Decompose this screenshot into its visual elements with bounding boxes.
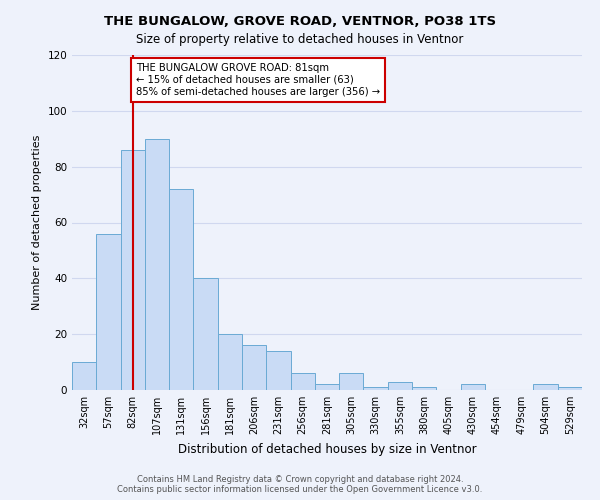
Y-axis label: Number of detached properties: Number of detached properties [32,135,42,310]
Text: Size of property relative to detached houses in Ventnor: Size of property relative to detached ho… [136,32,464,46]
Bar [290,373,315,390]
Bar [169,189,193,390]
Bar [339,373,364,390]
Bar [193,278,218,390]
Text: Contains HM Land Registry data © Crown copyright and database right 2024.
Contai: Contains HM Land Registry data © Crown c… [118,474,482,494]
Bar [242,346,266,390]
Bar [388,382,412,390]
Bar [96,234,121,390]
Bar [533,384,558,390]
Text: THE BUNGALOW GROVE ROAD: 81sqm
← 15% of detached houses are smaller (63)
85% of : THE BUNGALOW GROVE ROAD: 81sqm ← 15% of … [136,64,380,96]
Bar [145,138,169,390]
Bar [461,384,485,390]
Bar [412,387,436,390]
Bar [121,150,145,390]
X-axis label: Distribution of detached houses by size in Ventnor: Distribution of detached houses by size … [178,442,476,456]
Bar [72,362,96,390]
Bar [218,334,242,390]
Bar [266,351,290,390]
Bar [315,384,339,390]
Bar [364,387,388,390]
Bar [558,387,582,390]
Text: THE BUNGALOW, GROVE ROAD, VENTNOR, PO38 1TS: THE BUNGALOW, GROVE ROAD, VENTNOR, PO38 … [104,15,496,28]
